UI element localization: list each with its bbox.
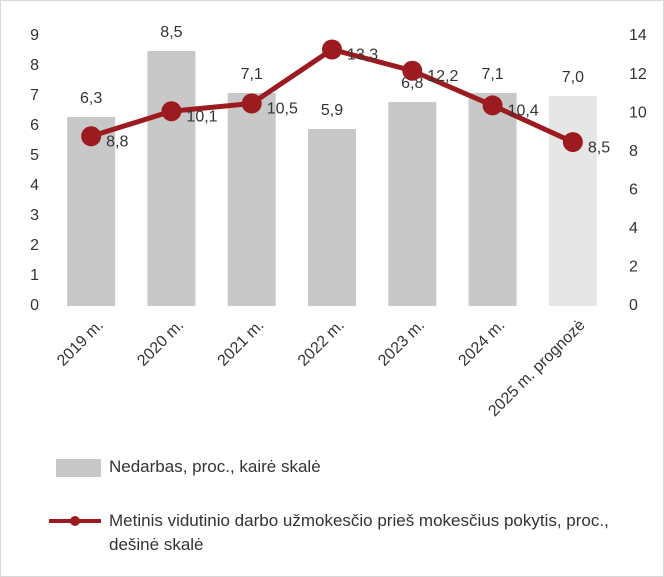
y2-tick-label: 10	[629, 104, 647, 121]
y-tick-label: 9	[30, 27, 39, 44]
y2-tick-label: 6	[629, 182, 638, 199]
bar	[308, 129, 356, 306]
y2-tick-label: 4	[629, 220, 638, 237]
y2-tick-label: 0	[629, 297, 638, 314]
y-tick-label: 6	[30, 117, 39, 134]
line-point	[81, 126, 102, 147]
bar	[147, 51, 196, 306]
x-tick-label: 2020 m.	[134, 317, 187, 370]
line-value-label: 8,8	[106, 134, 128, 151]
y-tick-label: 8	[30, 57, 39, 74]
x-tick-label: 2024 m.	[455, 317, 508, 370]
bar-value-label: 7,1	[241, 66, 263, 83]
x-tick-label: 2019 m.	[54, 317, 107, 370]
x-tick-label: 2022 m.	[295, 317, 348, 370]
line-point	[161, 101, 182, 122]
line-value-label: 10,4	[508, 103, 539, 120]
y-tick-label: 4	[30, 177, 39, 194]
x-tick-label: 2021 m.	[215, 317, 268, 370]
line-value-label: 10,1	[186, 108, 217, 125]
bar-value-label: 8,5	[160, 24, 182, 41]
bar	[548, 96, 597, 306]
y2-tick-label: 12	[629, 66, 647, 83]
legend-swatch-rect	[56, 459, 101, 477]
y-tick-label: 5	[30, 147, 39, 164]
y-tick-label: 7	[30, 87, 39, 104]
bar	[388, 102, 437, 306]
bar	[227, 93, 276, 306]
legend-line: Metinis vidutinio darbo užmokesčio prieš…	[1, 509, 639, 557]
y-tick-label: 2	[30, 237, 39, 254]
y-tick-label: 3	[30, 207, 39, 224]
y2-tick-label: 14	[629, 27, 647, 44]
line-point	[322, 39, 342, 60]
legend-dot	[70, 516, 80, 526]
legend-swatch	[49, 516, 101, 526]
y-tick-label: 1	[30, 267, 39, 284]
x-tick-label: 2023 m.	[375, 317, 428, 370]
legend-swatch	[56, 459, 101, 477]
legend-label: Nedarbas, proc., kairė skalė	[109, 457, 321, 476]
line-value-label: 8,5	[588, 139, 610, 156]
line-value-label: 12,2	[427, 68, 458, 85]
line-point	[241, 93, 262, 114]
bar	[67, 117, 116, 306]
legend-label: Metinis vidutinio darbo užmokesčio prieš…	[109, 511, 609, 554]
bar-value-label: 6,8	[401, 75, 423, 92]
line-point	[482, 95, 503, 116]
bar-value-label: 5,9	[321, 102, 343, 119]
bar-value-label: 7,0	[562, 69, 584, 86]
y-tick-label: 0	[30, 297, 39, 314]
line-point	[402, 60, 423, 81]
line-point	[562, 132, 583, 153]
bar	[468, 93, 517, 306]
legend-bar: Nedarbas, proc., kairė skalė	[1, 457, 321, 479]
y2-tick-label: 2	[629, 259, 638, 276]
line-value-label: 10,5	[267, 101, 298, 118]
line-value-label: 13,3	[347, 47, 378, 64]
bar-value-label: 6,3	[80, 90, 102, 107]
y2-tick-label: 8	[629, 143, 638, 160]
bar-value-label: 7,1	[481, 66, 503, 83]
